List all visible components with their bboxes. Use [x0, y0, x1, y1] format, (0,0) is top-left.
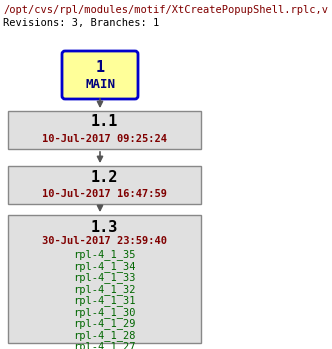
- Bar: [8, 111, 201, 149]
- Text: 1.1: 1.1: [91, 114, 118, 129]
- Text: 10-Jul-2017 09:25:24: 10-Jul-2017 09:25:24: [42, 134, 167, 144]
- Bar: [8, 166, 201, 204]
- Text: rpl-4_1_31: rpl-4_1_31: [73, 296, 136, 306]
- Bar: [8, 215, 201, 343]
- Text: 10-Jul-2017 16:47:59: 10-Jul-2017 16:47:59: [42, 189, 167, 199]
- Text: 1.3: 1.3: [91, 220, 118, 235]
- FancyBboxPatch shape: [62, 51, 138, 99]
- Text: 1.2: 1.2: [91, 170, 118, 185]
- Text: MAIN: MAIN: [85, 77, 115, 90]
- Text: rpl-4_1_28: rpl-4_1_28: [73, 330, 136, 341]
- Text: 30-Jul-2017 23:59:40: 30-Jul-2017 23:59:40: [42, 236, 167, 246]
- Text: rpl-4_1_29: rpl-4_1_29: [73, 319, 136, 329]
- Text: rpl-4_1_33: rpl-4_1_33: [73, 273, 136, 283]
- Text: 1: 1: [95, 59, 105, 74]
- Text: /opt/cvs/rpl/modules/motif/XtCreatePopupShell.rplc,v: /opt/cvs/rpl/modules/motif/XtCreatePopup…: [3, 5, 328, 15]
- Text: Revisions: 3, Branches: 1: Revisions: 3, Branches: 1: [3, 18, 159, 28]
- Text: rpl-4_1_32: rpl-4_1_32: [73, 284, 136, 295]
- Text: rpl-4_1_35: rpl-4_1_35: [73, 250, 136, 260]
- Text: rpl-4_1_30: rpl-4_1_30: [73, 307, 136, 318]
- Text: rpl-4_1_27: rpl-4_1_27: [73, 342, 136, 349]
- Text: rpl-4_1_34: rpl-4_1_34: [73, 261, 136, 272]
